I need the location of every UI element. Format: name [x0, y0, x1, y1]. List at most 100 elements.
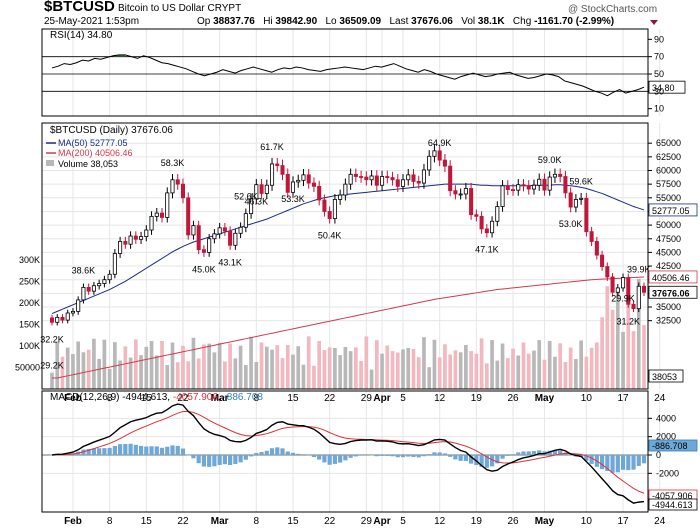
x-label-macd: 22	[324, 516, 336, 527]
macd-hist-bar	[610, 455, 615, 473]
price-tick-label: 45000	[656, 247, 681, 257]
candle-body	[201, 249, 206, 253]
candle-body	[118, 241, 123, 254]
macd-hist-bar	[547, 450, 552, 455]
x-label-price: 19	[471, 393, 483, 404]
candle-body	[380, 176, 385, 186]
x-label-macd: 24	[654, 516, 666, 527]
price-annotation: 43.1K	[218, 257, 242, 267]
volume-bar	[212, 352, 217, 389]
instrument-name: Bitcoin to US Dollar CRYPT	[118, 3, 242, 14]
macd-hist-bar	[510, 454, 516, 455]
volume-bar	[479, 338, 484, 389]
volume-bar	[516, 355, 521, 389]
macd-hist-bar	[238, 455, 243, 463]
candle-body	[479, 215, 484, 230]
price-tick-label: 62500	[656, 152, 681, 162]
volume-bar	[202, 344, 206, 389]
candle-body	[526, 185, 531, 190]
open-label: Op	[197, 16, 211, 27]
candle-body	[421, 169, 426, 184]
macd-hist-bar	[453, 455, 458, 460]
rsi-tick-label: 90	[654, 34, 664, 44]
volume-bar	[422, 337, 426, 389]
macd-hist-bar	[159, 447, 165, 455]
brand-watermark[interactable]: @ StockCharts.com	[568, 4, 658, 15]
candle-body	[159, 212, 165, 218]
macd-title-sep: ,	[218, 392, 224, 403]
price-annotation: 58.3K	[161, 158, 185, 168]
candle-body	[411, 174, 416, 182]
volume-tick-label: 50000	[15, 363, 40, 373]
open-value: 38837.76	[213, 16, 255, 27]
x-label-macd: 29	[361, 516, 373, 527]
volume-bar	[547, 340, 552, 389]
volume-bar	[259, 342, 264, 389]
volume-bar	[280, 358, 285, 389]
candle-body	[264, 184, 269, 194]
volume-tick-label: 100K	[19, 341, 40, 351]
candle-body	[442, 159, 447, 167]
candle-body	[400, 179, 406, 187]
candle-body	[584, 197, 589, 233]
macd-hist-bar	[217, 455, 222, 465]
candle-body	[285, 173, 290, 193]
price-tick-label: 65000	[656, 138, 681, 148]
candle-body	[605, 266, 610, 278]
volume-bar	[579, 340, 583, 389]
x-label-macd: 15	[287, 516, 299, 527]
macd-hist-bar	[448, 455, 453, 457]
chg-value: -1161.70 (-2.99%)	[534, 16, 615, 27]
price-annotation: 50.4K	[318, 231, 342, 241]
candle-body	[259, 184, 264, 194]
candle-body	[432, 150, 437, 157]
macd-line	[51, 403, 645, 504]
volume-bar	[343, 346, 348, 389]
volume-bar	[144, 346, 149, 389]
x-label-macd: 15	[141, 516, 153, 527]
rsi-tick-label: 30	[654, 86, 664, 96]
volume-bar	[511, 348, 515, 389]
symbol-title: $BTCUSD	[44, 0, 115, 15]
candle-body	[154, 212, 159, 217]
price-annotation: 45.0K	[192, 264, 216, 274]
macd-hist-bar	[427, 454, 432, 455]
macd-hist-bar	[222, 455, 227, 465]
candle-body	[348, 173, 353, 185]
candle-body	[228, 230, 233, 246]
volume-bar	[505, 358, 510, 389]
macd-hist-bar	[306, 455, 311, 456]
candle-body	[626, 277, 631, 305]
x-label-price: 22	[177, 393, 189, 404]
macd-hist-bar	[558, 450, 563, 455]
macd-hist-bar	[505, 455, 510, 456]
candle-body	[107, 273, 112, 281]
x-label-macd: 12	[434, 516, 446, 527]
macd-hist-bar	[631, 455, 636, 470]
price-panel	[41, 122, 649, 390]
macd-signal-last-box-label: -4057.906	[652, 491, 693, 501]
volume-bar	[207, 343, 212, 389]
x-label-macd: 26	[507, 516, 519, 527]
macd-hist-bar	[81, 449, 86, 455]
macd-hist-bar	[212, 455, 217, 467]
macd-hist-bar	[636, 455, 641, 466]
volume-bar	[139, 355, 143, 389]
candle-body	[233, 232, 238, 246]
volume-bar	[270, 349, 274, 389]
volume-bar	[437, 357, 442, 389]
volume-bar	[574, 359, 578, 389]
x-label-price: 15	[287, 393, 299, 404]
volume-bar	[60, 356, 65, 389]
price-tick-label: 47500	[656, 234, 681, 244]
volume-last-label: 38053	[652, 372, 677, 382]
rsi-line	[51, 54, 645, 97]
price-annotation: 53.3K	[281, 194, 305, 204]
candle-body	[49, 317, 55, 323]
volume-bar	[97, 358, 101, 389]
macd-title-signal: -4057.906	[173, 392, 218, 403]
macd-title-sep: ,	[167, 392, 173, 403]
candle-body	[317, 185, 322, 201]
price-tick-label: 55000	[656, 193, 681, 203]
macd-hist-bar	[285, 451, 290, 455]
